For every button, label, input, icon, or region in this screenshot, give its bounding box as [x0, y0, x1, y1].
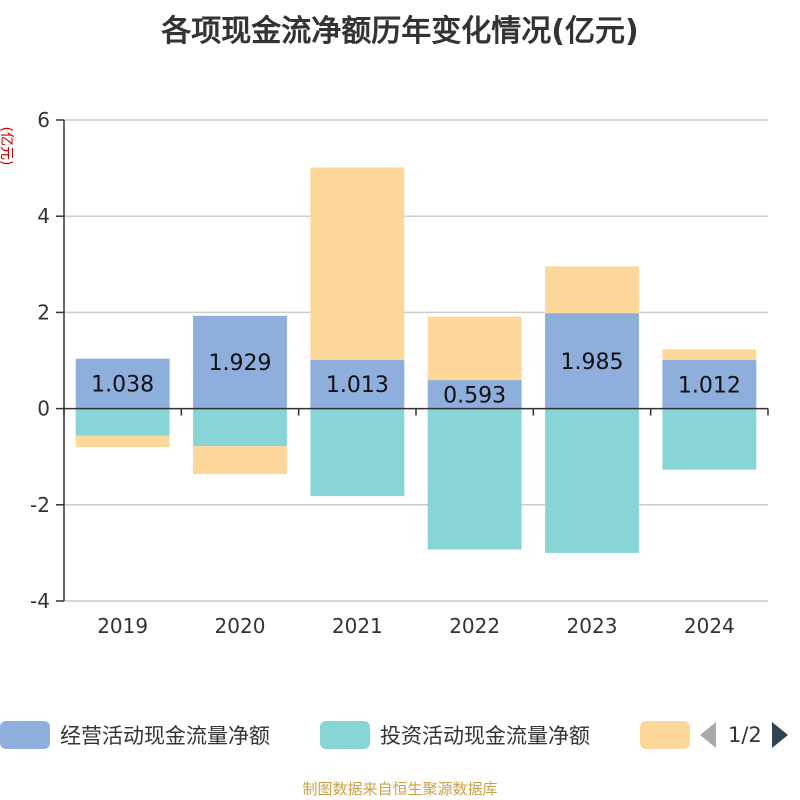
x-tick-label: 2024 — [684, 614, 735, 638]
bar-series1-2023 — [545, 408, 639, 553]
bar-series2-2019 — [75, 435, 170, 448]
y-tick-label: 0 — [37, 397, 50, 421]
legend-swatch-third — [640, 721, 690, 749]
bar-series1-2022 — [427, 408, 522, 550]
legend-pager: 1/2 — [700, 716, 788, 754]
bar-series2-2023 — [545, 266, 639, 314]
legend-label-operating: 经营活动现金流量净额 — [60, 724, 270, 748]
x-tick-label: 2022 — [449, 614, 500, 638]
data-label: 0.593 — [443, 383, 506, 408]
bar-series2-2024 — [662, 349, 757, 360]
bar-series1-2024 — [662, 408, 757, 470]
legend-item-third[interactable] — [640, 716, 700, 754]
bars — [75, 167, 757, 553]
bar-series1-2020 — [193, 408, 287, 447]
bar-series0-2021 — [310, 359, 405, 409]
bar-series2-2020 — [193, 446, 287, 475]
legend-swatch-operating — [0, 721, 50, 749]
data-label: 1.013 — [326, 373, 389, 398]
y-tick-label: 6 — [37, 108, 50, 132]
grid-lines — [64, 119, 768, 602]
bar-series1-2019 — [75, 408, 170, 436]
legend-swatch-investing — [320, 721, 370, 749]
legend-page-indicator: 1/2 — [728, 723, 762, 747]
y-tick-label: -4 — [30, 589, 50, 613]
data-label: 1.929 — [209, 351, 272, 376]
axes: -4 -2 0 2 4 6 2019 2020 2021 2022 2023 2024 — [30, 108, 769, 638]
chart-title: 各项现金流净额历年变化情况(亿元) — [161, 14, 639, 49]
legend-prev-page-icon[interactable] — [700, 722, 716, 748]
y-axis-title: (亿元) — [0, 127, 14, 166]
x-tick-label: 2023 — [567, 614, 618, 638]
data-label: 1.038 — [91, 373, 154, 398]
legend-next-page-icon[interactable] — [771, 722, 788, 748]
x-tick-label: 2021 — [332, 614, 383, 638]
data-label: 1.985 — [561, 350, 624, 375]
bar-series2-2021 — [310, 167, 405, 360]
legend: 经营活动现金流量净额 投资活动现金流量净额 1/2 — [0, 716, 800, 754]
source-note: 制图数据来自恒生聚源数据库 — [302, 780, 498, 798]
bar-series0-2024 — [662, 359, 757, 409]
y-tick-label: 4 — [37, 204, 50, 228]
bar-series0-2020 — [193, 315, 287, 409]
legend-item-operating[interactable]: 经营活动现金流量净额 — [0, 716, 270, 754]
bar-series0-2019 — [75, 358, 170, 409]
legend-label-investing: 投资活动现金流量净额 — [380, 724, 590, 748]
bar-series2-2022 — [427, 316, 522, 381]
data-labels: 1.038 1.929 1.013 0.593 1.985 1.012 — [91, 350, 741, 408]
y-tick-label: -2 — [30, 493, 50, 517]
bar-series0-2022 — [427, 380, 522, 409]
x-tick-label: 2020 — [215, 614, 266, 638]
x-tick-label: 2019 — [97, 614, 148, 638]
bar-series0-2023 — [545, 313, 639, 409]
legend-item-investing[interactable]: 投资活动现金流量净额 — [320, 716, 590, 754]
bar-series1-2021 — [310, 408, 405, 497]
data-label: 1.012 — [678, 373, 741, 398]
y-tick-label: 2 — [37, 300, 50, 324]
